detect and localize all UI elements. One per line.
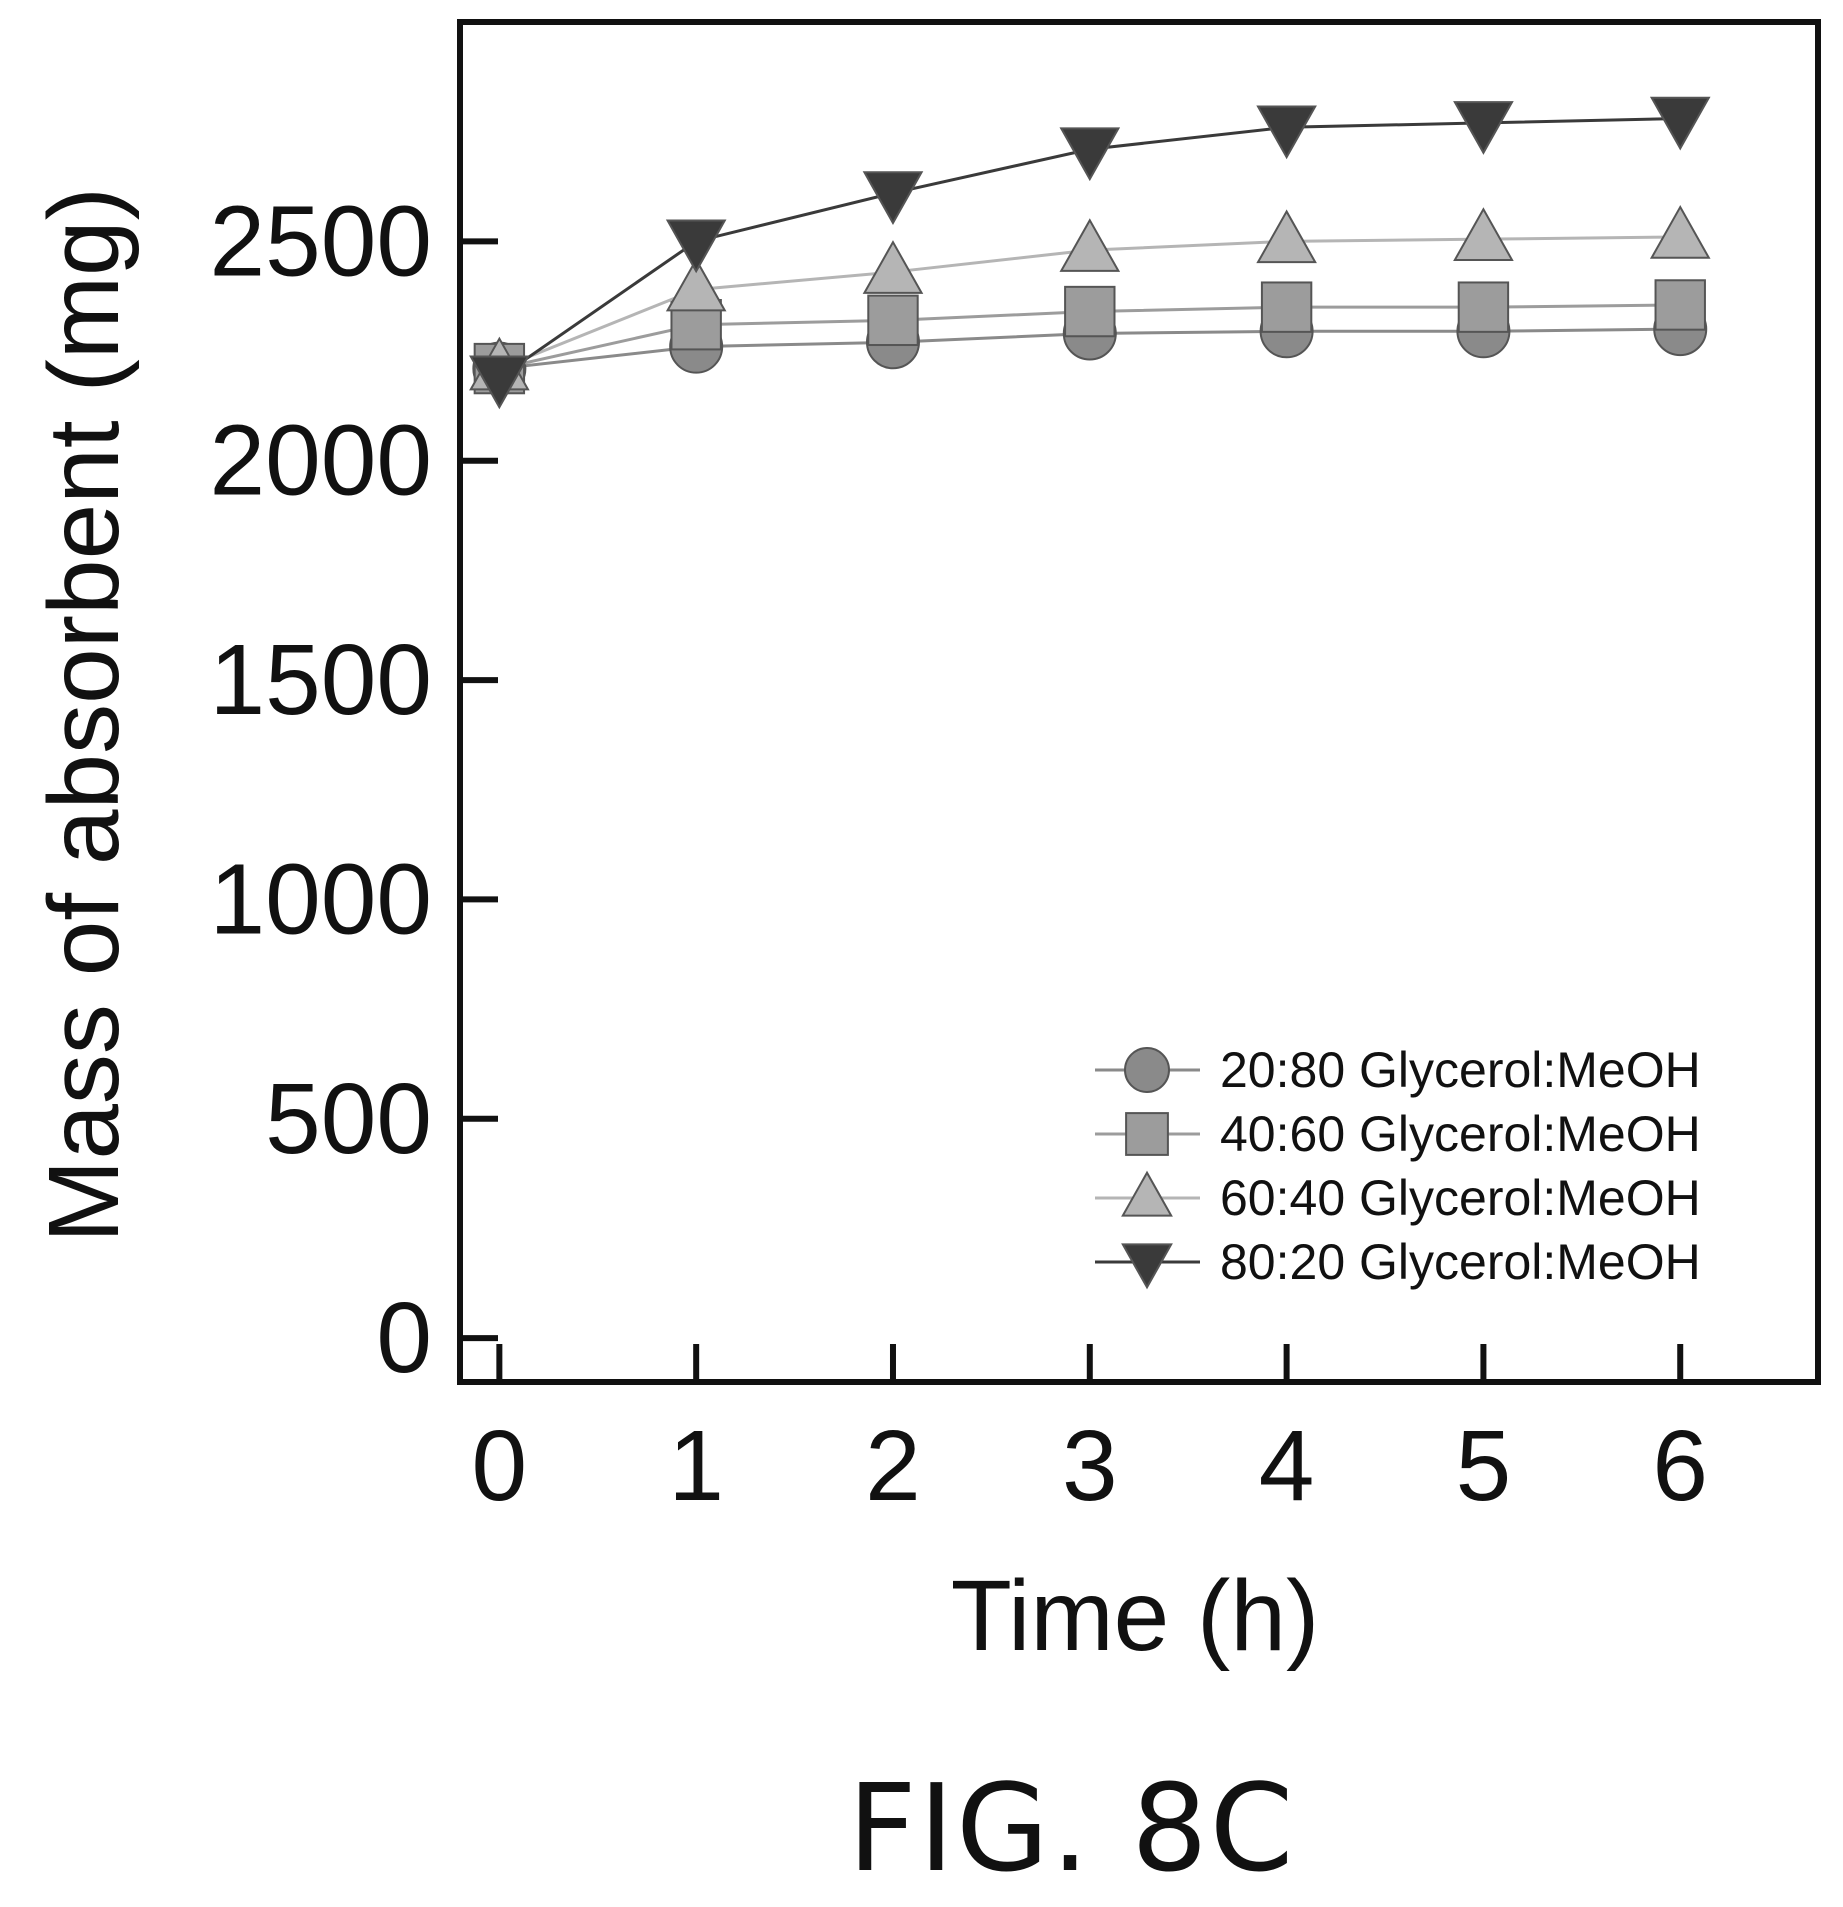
x-axis-label: Time (h): [951, 1560, 1320, 1672]
legend-label: 60:40 Glycerol:MeOH: [1220, 1170, 1701, 1226]
plot-frame: [457, 19, 1821, 1385]
x-tick-label: 2: [865, 1410, 921, 1522]
legend-marker: [1121, 1170, 1173, 1217]
y-tick-label: 0: [376, 1282, 432, 1394]
data-point: [665, 257, 727, 312]
y-tick-label: 2000: [210, 405, 432, 517]
legend-label: 40:60 Glycerol:MeOH: [1220, 1106, 1701, 1162]
data-point: [1260, 281, 1313, 333]
x-tick-label: 4: [1259, 1410, 1315, 1522]
data-point: [1649, 205, 1711, 259]
line-chart: 0 1 2 3 4 5 6 0 500 1000 1500 2000 2500 Time (h) Ma…: [28, 19, 1821, 1672]
legend-label: 20:80 Glycerol:MeOH: [1220, 1042, 1701, 1098]
data-point: [862, 240, 924, 294]
x-tick-label: 5: [1456, 1410, 1512, 1522]
x-tick-label: 3: [1062, 1410, 1118, 1522]
data-point: [665, 219, 727, 274]
data-point: [1457, 281, 1510, 333]
data-point: [1453, 207, 1514, 261]
x-tick-label: 0: [472, 1410, 528, 1522]
figure-caption: FIG. 8C: [847, 1760, 1296, 1899]
data-point: [1256, 209, 1317, 264]
data-point: [862, 171, 924, 226]
y-tick-label: 2500: [210, 185, 432, 297]
data-point: [867, 294, 919, 347]
y-tick-label: 1500: [210, 624, 432, 736]
data-point: [1654, 279, 1706, 331]
chart-area: 0 1 2 3 4 5 6 0 500 1000 1500 2000 2500 Time (h) Ma…: [28, 19, 1821, 1672]
series-4: [469, 96, 1711, 410]
data-point: [1064, 285, 1116, 338]
y-tick-label: 500: [265, 1063, 432, 1175]
x-tick-label: 1: [668, 1410, 724, 1522]
data-point: [1059, 127, 1121, 182]
legend-marker: [1125, 1112, 1169, 1156]
series-2: [473, 279, 1706, 395]
data-point: [1649, 96, 1711, 151]
legend-label: 80:20 Glycerol:MeOH: [1220, 1234, 1701, 1290]
legend-marker: [1124, 1047, 1170, 1093]
data-point: [1059, 218, 1121, 272]
legend-marker: [1121, 1243, 1173, 1290]
data-point: [1256, 105, 1317, 160]
data-point: [1453, 101, 1514, 155]
x-tick-label: 6: [1652, 1410, 1708, 1522]
legend: 20:80 Glycerol:MeOH 40:60 Glycerol:MeOH 60…: [1095, 1042, 1701, 1290]
y-axis-label: Mass of absorbent (mg): [28, 187, 140, 1243]
data-point: [469, 355, 530, 410]
y-tick-label: 1000: [210, 843, 432, 955]
